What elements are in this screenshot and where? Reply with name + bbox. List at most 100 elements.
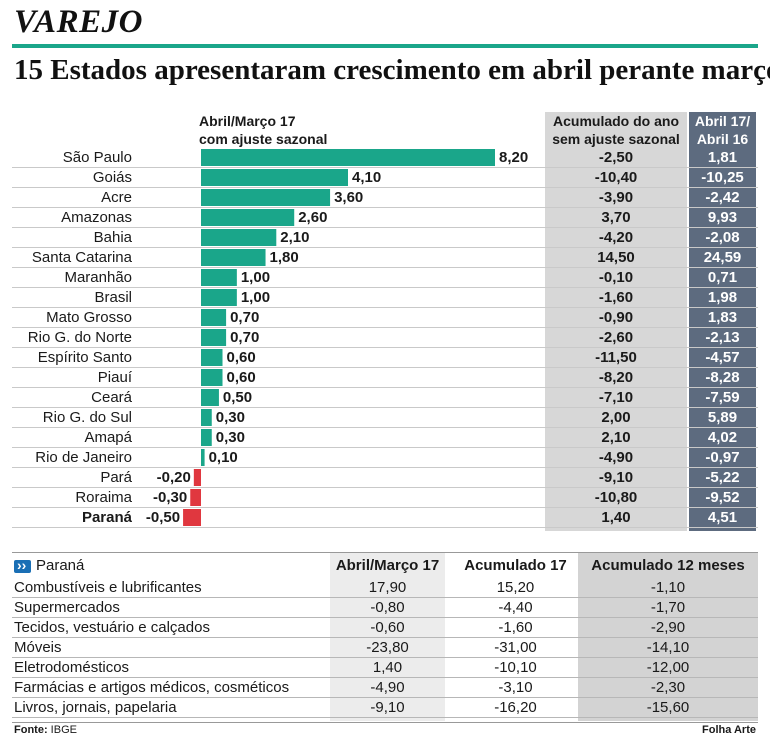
bar <box>183 509 201 526</box>
row-separator <box>12 447 758 448</box>
bar-value-label: 2,60 <box>298 209 327 226</box>
row-separator <box>12 677 758 678</box>
acc12-value: -1,10 <box>650 579 686 596</box>
accumulated-value: 1,40 <box>601 509 631 526</box>
column-header-month-line2: com ajuste sazonal <box>199 131 328 147</box>
column-header-yoy: Abril 17/ Abril 16 <box>689 112 756 148</box>
bar <box>201 149 495 166</box>
bar <box>201 329 227 346</box>
accumulated-value: -10,40 <box>594 169 638 186</box>
acc12-value: -14,10 <box>646 639 690 656</box>
row-separator <box>12 697 758 698</box>
bar <box>201 269 237 286</box>
bar-value-label: 0,70 <box>230 309 259 326</box>
accent-rule <box>12 44 758 48</box>
row-separator <box>12 717 758 718</box>
row-separator <box>12 247 758 248</box>
kicker-title: VAREJO <box>14 4 143 40</box>
row-separator <box>12 617 758 618</box>
bar-chart: 8,204,103,602,602,101,801,001,000,700,70… <box>146 149 528 526</box>
bar-value-label: 0,60 <box>227 369 256 386</box>
acc12-value: -15,60 <box>646 699 690 716</box>
month-value: -0,60 <box>370 619 405 636</box>
category-label: Farmácias e artigos médicos, cosméticos <box>14 679 290 696</box>
table-row: Maranhão -0,10 0,71 <box>12 268 758 288</box>
accumulated-value: -7,10 <box>598 389 634 406</box>
state-name: Piauí <box>97 369 132 386</box>
state-name: Bahia <box>93 229 132 246</box>
yoy-value: -2,42 <box>705 189 740 206</box>
bar <box>201 209 295 226</box>
accumulated-value: -8,20 <box>598 369 634 386</box>
bar-value-label: 1,80 <box>270 249 299 266</box>
category-label: Livros, jornais, papelaria <box>14 699 177 716</box>
bar-value-label: 4,10 <box>352 169 381 186</box>
row-separator <box>12 327 758 328</box>
month-value: -0,80 <box>370 599 405 616</box>
accumulated-value: 2,00 <box>601 409 631 426</box>
state-name: Santa Catarina <box>31 249 132 266</box>
bar-value-label: 0,60 <box>227 349 256 366</box>
table-row: Amapá 2,10 4,02 <box>12 428 758 448</box>
row-separator <box>12 367 758 368</box>
category-label: Eletrodomésticos <box>14 659 130 676</box>
month-value: -9,10 <box>370 699 405 716</box>
table-row: Santa Catarina 14,50 24,59 <box>12 248 758 268</box>
accumulated-value: -10,80 <box>594 489 638 506</box>
headline: 15 Estados apresentaram crescimento em a… <box>14 54 770 86</box>
category-label: Supermercados <box>14 599 120 616</box>
state-name: Rio G. do Norte <box>27 329 132 346</box>
bar-value-label: -0,50 <box>146 509 180 526</box>
acc-value: 15,20 <box>496 579 535 596</box>
table-row: Tecidos, vestuário e calçados -0,60 -1,60 -… <box>12 618 758 638</box>
table-row: Piauí -8,20 -8,28 <box>12 368 758 388</box>
state-name: Amapá <box>84 429 132 446</box>
bar-value-label: -0,20 <box>157 469 191 486</box>
table-row: Amazonas 3,70 9,93 <box>12 208 758 228</box>
bar-value-label: 8,20 <box>499 149 528 166</box>
bar <box>201 429 212 446</box>
bar <box>201 169 348 186</box>
state-name: Rio G. do Sul <box>42 409 132 426</box>
bar <box>201 229 277 246</box>
yoy-value: 9,93 <box>707 209 738 226</box>
table-row: Supermercados -0,80 -4,40 -1,70 <box>12 598 758 618</box>
row-separator <box>12 287 758 288</box>
accumulated-value: 2,10 <box>601 429 631 446</box>
acc-value: -10,10 <box>494 659 537 676</box>
column-header-month-line1: Abril/Março 17 <box>199 113 296 129</box>
row-separator <box>12 487 758 488</box>
bar-value-label: 1,00 <box>241 289 270 306</box>
table-row: Eletrodomésticos 1,40 -10,10 -12,00 <box>12 658 758 678</box>
accumulated-value: -0,10 <box>598 269 634 286</box>
yoy-value: 0,71 <box>707 269 738 286</box>
yoy-value: -8,28 <box>705 369 740 386</box>
acc12-value: -2,90 <box>650 619 686 636</box>
table-top-rule <box>12 552 758 553</box>
row-separator <box>12 187 758 188</box>
bar <box>201 409 212 426</box>
bar <box>201 189 331 206</box>
table-row: São Paulo -2,50 1,81 <box>12 148 758 168</box>
bar <box>190 489 201 506</box>
bar <box>201 249 266 266</box>
row-separator <box>12 507 758 508</box>
row-separator <box>12 207 758 208</box>
source-label: Fonte: <box>14 724 48 736</box>
accumulated-value: -3,90 <box>598 189 634 206</box>
row-separator <box>12 407 758 408</box>
column-header-accumulated-line1: Acumulado do ano <box>553 113 679 129</box>
table-row: Rio G. do Norte -2,60 -2,13 <box>12 328 758 348</box>
table-row: Rio de Janeiro -4,90 -0,97 <box>12 448 758 468</box>
bar-value-label: 0,50 <box>223 389 252 406</box>
credit: Folha Arte <box>702 724 756 736</box>
table-row: Goiás -10,40 -10,25 <box>12 168 758 188</box>
yoy-value: -2,13 <box>705 329 740 346</box>
row-separator <box>12 387 758 388</box>
row-separator <box>12 227 758 228</box>
accumulated-value: -0,90 <box>598 309 634 326</box>
bar-value-label: 2,10 <box>280 229 309 246</box>
table-row: Farmácias e artigos médicos, cosméticos -… <box>12 678 758 698</box>
bar-value-label: 3,60 <box>334 189 363 206</box>
accumulated-value: -1,60 <box>598 289 634 306</box>
